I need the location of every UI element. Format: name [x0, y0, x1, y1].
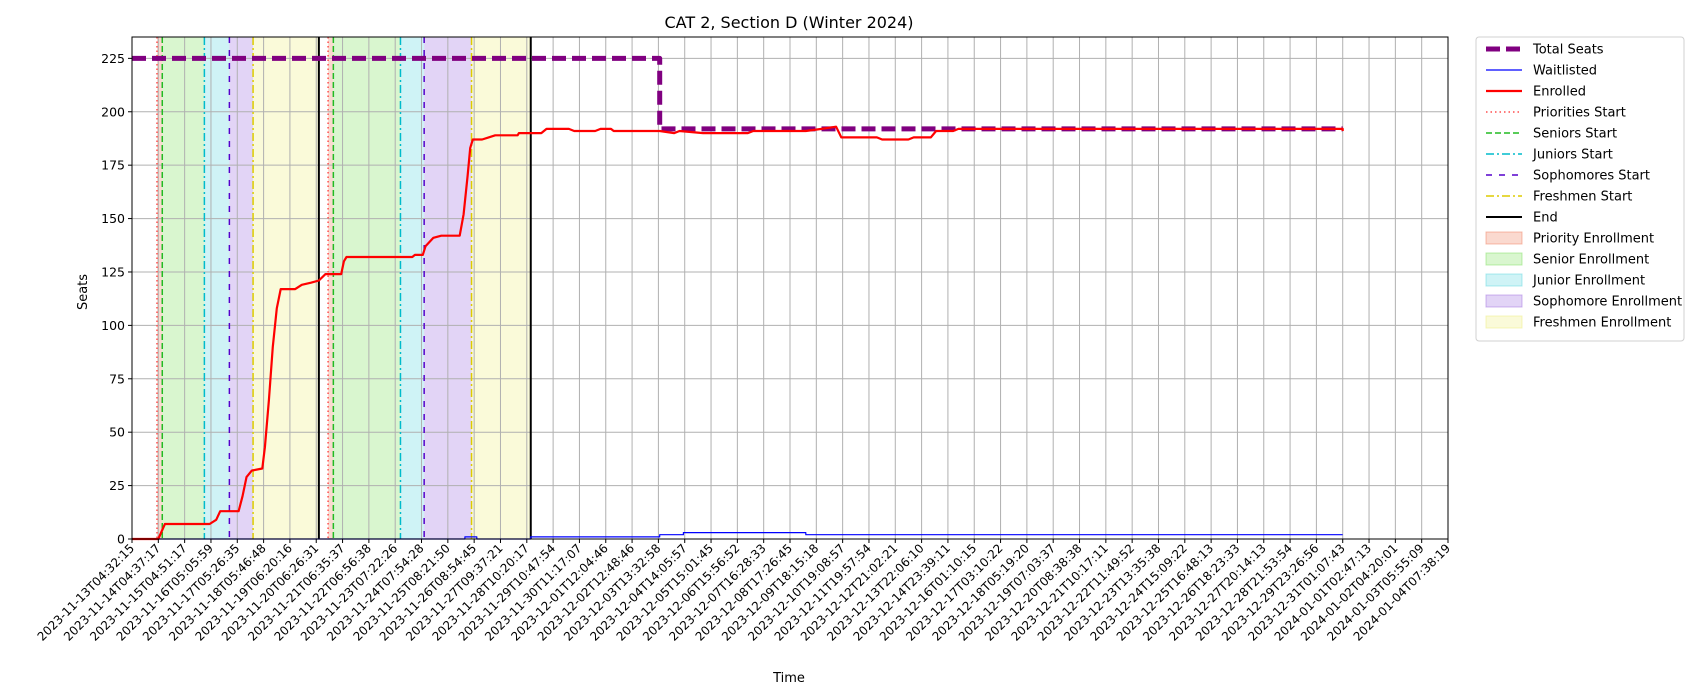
junior-enrollment-span: [400, 37, 425, 539]
legend-frame: [1475, 36, 1685, 342]
legend: Total Seats Waitlisted Enrolled Priorities …: [1475, 36, 1685, 342]
legend-label: Total Seats: [1532, 43, 1604, 58]
total-seats-series-line: [132, 55, 1343, 132]
waitlisted-series-line: [132, 532, 1343, 540]
legend-label: Sophomore Enrollment: [1533, 295, 1682, 310]
legend-label: Priorities Start: [1533, 106, 1626, 121]
junior-enrollment-span: [204, 37, 230, 539]
y-tick-label: 50: [109, 425, 125, 440]
freshmen-enrollment-legend-swatch: [1485, 315, 1523, 329]
legend-label: Senior Enrollment: [1533, 253, 1649, 268]
junior-enrollment-legend-swatch: [1485, 273, 1523, 287]
y-tick-label: 125: [101, 264, 125, 279]
legend-label: Juniors Start: [1532, 148, 1613, 163]
senior-enrollment-span: [333, 37, 401, 539]
senior-enrollment-legend-swatch: [1485, 252, 1523, 266]
y-tick-label: 100: [101, 318, 125, 333]
enrolled-series-line: [132, 125, 1344, 541]
freshmen-enrollment-span: [471, 37, 531, 539]
legend-label: Waitlisted: [1533, 64, 1597, 79]
y-tick-label: 225: [101, 51, 125, 66]
y-tick-label: 150: [101, 211, 125, 226]
y-tick-label: 0: [117, 532, 125, 547]
legend-label: Freshmen Start: [1533, 190, 1632, 205]
legend-label: Seniors Start: [1533, 127, 1617, 142]
legend-label: Sophomores Start: [1533, 169, 1650, 184]
y-tick-label: 75: [109, 371, 125, 386]
legend-label: Freshmen Enrollment: [1533, 316, 1671, 331]
chart-title: CAT 2, Section D (Winter 2024): [664, 13, 913, 32]
priority-enrollment-legend-swatch: [1485, 231, 1523, 245]
legend-label: Enrolled: [1533, 85, 1586, 100]
legend-label: Priority Enrollment: [1533, 232, 1654, 247]
legend-label: End: [1533, 211, 1558, 226]
legend-label: Junior Enrollment: [1532, 274, 1645, 289]
sophomore-enrollment-span: [229, 37, 254, 539]
senior-enrollment-span: [162, 37, 205, 539]
sophomore-enrollment-legend-swatch: [1485, 294, 1523, 308]
priority-enrollment-span: [157, 37, 163, 539]
y-tick-label: 175: [101, 158, 125, 173]
y-axis-label: Seats: [76, 274, 91, 310]
y-tick-label: 25: [109, 478, 125, 493]
x-axis-label: Time: [772, 671, 805, 686]
priority-enrollment-span: [328, 37, 334, 539]
plot-area: 02550751001251501752002252023-11-13T04:3…: [35, 36, 1453, 644]
y-tick-label: 200: [101, 104, 125, 119]
